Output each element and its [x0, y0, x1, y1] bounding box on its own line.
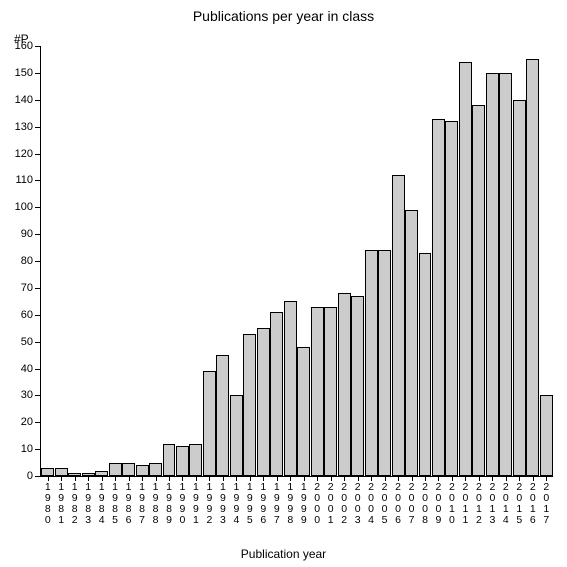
x-tick-label: 2010: [445, 476, 458, 526]
x-tick-label: 2012: [472, 476, 485, 526]
x-tick-label: 1999: [297, 476, 310, 526]
x-tick-label: 1983: [81, 476, 94, 526]
x-tick-label: 2004: [364, 476, 377, 526]
y-tick-label: 60: [21, 309, 41, 321]
bar: [176, 446, 189, 476]
y-tick-label: 70: [21, 282, 41, 294]
bar: [540, 395, 553, 476]
x-tick-label: 2006: [391, 476, 404, 526]
y-tick-label: 110: [15, 174, 41, 186]
x-tick-label: 2005: [378, 476, 391, 526]
bar: [351, 296, 364, 476]
y-tick-label: 100: [15, 201, 41, 213]
x-tick-label: 2008: [418, 476, 431, 526]
bar: [486, 73, 499, 476]
x-tick-label: 2013: [486, 476, 499, 526]
bar: [526, 59, 539, 476]
bar: [189, 444, 202, 476]
x-tick-label: 2009: [432, 476, 445, 526]
bar: [432, 119, 445, 476]
y-tick-label: 120: [15, 148, 41, 160]
bar: [311, 307, 324, 476]
x-tick-label: 2015: [513, 476, 526, 526]
x-tick-label: 1995: [243, 476, 256, 526]
x-tick-label: 1992: [203, 476, 216, 526]
bar: [297, 347, 310, 476]
y-tick-label: 80: [21, 255, 41, 267]
x-tick-label: 1987: [135, 476, 148, 526]
bar: [55, 468, 68, 476]
bar: [163, 444, 176, 476]
x-tick-label: 1984: [95, 476, 108, 526]
x-tick-label: 1990: [176, 476, 189, 526]
chart-title: Publications per year in class: [0, 8, 567, 24]
bar: [472, 105, 485, 476]
bar: [149, 463, 162, 476]
bar: [122, 463, 135, 476]
bar: [338, 293, 351, 476]
y-tick-label: 140: [15, 94, 41, 106]
x-tick-label: 1998: [284, 476, 297, 526]
bar: [216, 355, 229, 476]
x-tick-label: 1997: [270, 476, 283, 526]
x-tick-label: 2017: [540, 476, 553, 526]
x-tick-label: 2007: [405, 476, 418, 526]
x-tick-label: 1982: [68, 476, 81, 526]
y-tick-label: 50: [21, 336, 41, 348]
bar: [270, 312, 283, 476]
bar: [392, 175, 405, 476]
x-tick-label: 1993: [216, 476, 229, 526]
bar: [405, 210, 418, 476]
bar: [203, 371, 216, 476]
bar: [378, 250, 391, 476]
bar: [230, 395, 243, 476]
y-tick-label: 0: [27, 470, 41, 482]
x-tick-label: 1981: [54, 476, 67, 526]
y-tick-label: 30: [21, 389, 41, 401]
bar: [257, 328, 270, 476]
bar: [324, 307, 337, 476]
x-tick-label: 1985: [108, 476, 121, 526]
x-tick-label: 1991: [189, 476, 202, 526]
x-tick-label: 1994: [230, 476, 243, 526]
chart-container: Publications per year in class #P 010203…: [0, 0, 567, 567]
x-tick-label: 2000: [310, 476, 323, 526]
bar: [499, 73, 512, 476]
x-tick-label: 2011: [459, 476, 472, 526]
bar: [136, 465, 149, 476]
bar: [459, 62, 472, 476]
x-axis-label: Publication year: [0, 547, 567, 561]
y-tick-label: 130: [15, 121, 41, 133]
bar: [284, 301, 297, 476]
bar: [365, 250, 378, 476]
x-tick-label: 2001: [324, 476, 337, 526]
x-tick-label: 1986: [122, 476, 135, 526]
x-tick-label: 1980: [41, 476, 54, 526]
x-tick-label: 2016: [526, 476, 539, 526]
bar: [445, 121, 458, 476]
y-tick-label: 90: [21, 228, 41, 240]
bar: [41, 468, 54, 476]
y-tick-label: 10: [21, 443, 41, 455]
x-tick-label: 2003: [351, 476, 364, 526]
x-tick-label: 1989: [162, 476, 175, 526]
plot-area: 0102030405060708090100110120130140150160…: [40, 46, 553, 477]
bar: [243, 334, 256, 476]
x-tick-label: 2002: [337, 476, 350, 526]
bar: [513, 100, 526, 476]
x-tick-label: 2014: [499, 476, 512, 526]
y-tick-label: 20: [21, 416, 41, 428]
x-tick-label: 1996: [257, 476, 270, 526]
x-tick-label: 1988: [149, 476, 162, 526]
y-tick-label: 160: [15, 40, 41, 52]
y-tick-label: 40: [21, 363, 41, 375]
y-tick-label: 150: [15, 67, 41, 79]
bar: [109, 463, 122, 476]
bar: [419, 253, 432, 476]
